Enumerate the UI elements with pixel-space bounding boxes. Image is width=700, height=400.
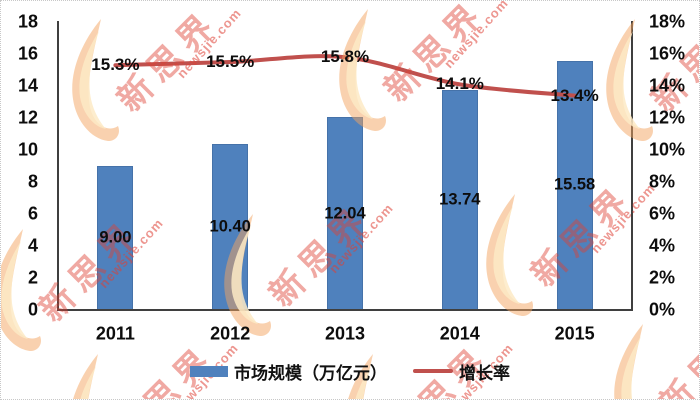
y-axis-right-tick-label: 12%: [649, 107, 686, 128]
y-axis-right-tick-label: 16%: [649, 43, 686, 64]
bar-value-label: 10.40: [209, 217, 251, 236]
y-axis-left-tick-label: 10: [17, 139, 38, 160]
growth-rate-point-label: 15.8%: [320, 47, 370, 67]
legend-item-market-size: 市场规模（万亿元）: [190, 359, 387, 384]
y-axis-right-tick-label: 18%: [649, 11, 686, 32]
y-axis-right-tick-label: 14%: [649, 75, 686, 96]
x-axis-category-label: 2014: [439, 323, 480, 344]
bar-value-label: 9.00: [99, 228, 132, 247]
y-axis-right-tick-label: 6%: [649, 203, 676, 224]
legend-growth-rate-label: 增长率: [459, 363, 510, 383]
y-axis-left-tick-label: 14: [17, 75, 38, 96]
y-axis-left-tick-label: 18: [17, 11, 38, 32]
y-axis-right-tick-label: 4%: [649, 235, 676, 256]
legend: 市场规模（万亿元） 增长率: [1, 357, 699, 385]
y-axis-left-tick-label: 12: [17, 107, 38, 128]
y-axis-right-line: [631, 21, 633, 311]
growth-rate-point-label: 13.4%: [550, 85, 599, 105]
bar-value-label: 13.74: [439, 190, 481, 209]
y-axis-left-tick-label: 16: [17, 43, 38, 64]
growth-rate-point-label: 15.5%: [206, 52, 255, 71]
y-axis-left-tick-label: 8: [27, 171, 38, 192]
y-axis-left-line: [57, 21, 59, 311]
y-axis-right-tick-label: 2%: [649, 267, 676, 288]
x-axis-category-label: 2012: [210, 323, 251, 344]
bar-value-label: 15.58: [553, 175, 596, 194]
market-size-bar: [327, 117, 363, 310]
y-axis-left-tick-label: 2: [27, 267, 38, 288]
legend-line-swatch: [413, 369, 453, 373]
y-axis-right-tick-label: 10%: [649, 139, 686, 160]
legend-item-growth-rate: 增长率: [413, 359, 510, 384]
market-size-bar: [97, 166, 134, 310]
y-axis-left-tick-label: 6: [27, 203, 38, 224]
y-axis-right-tick-label: 0%: [649, 299, 676, 320]
market-size-bar: [441, 90, 478, 310]
legend-bar-swatch: [190, 365, 228, 377]
growth-rate-point-label: 15.3%: [91, 55, 140, 75]
legend-market-size-label: 市场规模（万亿元）: [234, 363, 387, 383]
growth-rate-point-label: 14.1%: [435, 74, 484, 94]
y-axis-left-tick-label: 0: [27, 299, 38, 320]
y-axis-left-tick-label: 4: [27, 235, 38, 256]
bar-value-label: 12.04: [324, 204, 366, 223]
x-axis-category-label: 2015: [554, 323, 595, 344]
x-axis-category-label: 2013: [324, 323, 366, 344]
x-axis-category-label: 2011: [95, 323, 135, 344]
x-axis-line: [57, 309, 633, 311]
y-axis-right-tick-label: 8%: [649, 171, 676, 192]
market-size-bar: [556, 60, 593, 310]
